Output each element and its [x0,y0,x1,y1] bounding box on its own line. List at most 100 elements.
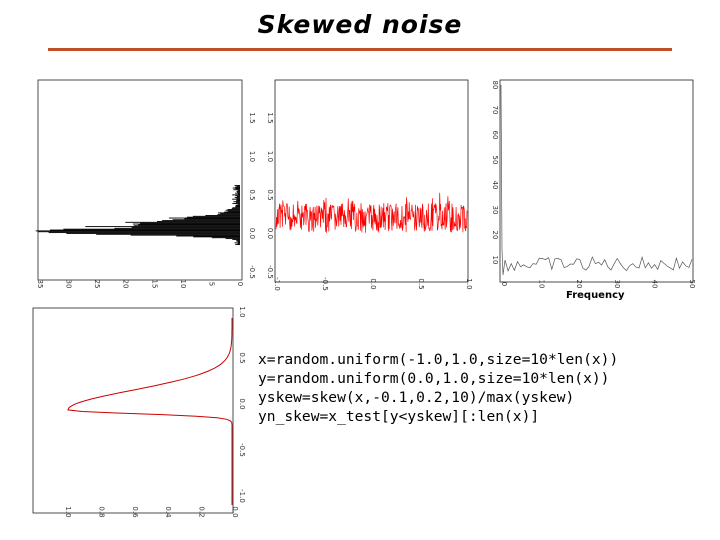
histogram-bar [162,220,240,222]
histogram-bar [218,212,240,214]
histogram-bar [237,193,240,195]
frequency-axis-label: Frequency [566,290,625,301]
histogram-bar [205,215,240,216]
histogram-bar [156,221,240,222]
histogram-bar [85,226,240,228]
axis-tick-label: 1.0 [465,278,473,289]
histogram-bar [63,228,241,230]
histogram-bar [193,236,240,238]
histogram-bar [130,234,240,236]
histogram-bar [237,241,240,243]
skew-curve-line [67,318,233,505]
code-line: yn_skew=x_test[y<yskew][:len(x)] [258,408,540,425]
skew-frame [32,307,234,514]
histogram-bar [235,192,240,194]
axis-tick-label: 30 [491,206,499,215]
histogram-bar [236,196,240,198]
histogram-bar [132,223,240,225]
histogram-bar [235,244,240,246]
axis-tick-label: 70 [491,106,499,115]
axis-tick-label: 20 [491,231,499,240]
histogram-bar [236,200,240,202]
axis-tick-label: 0.5 [248,189,256,200]
histogram-bar [237,191,240,193]
histogram-bar [220,213,240,215]
axis-tick-label: 1.0 [64,506,72,517]
histogram-bar [138,224,240,226]
histogram-bar [227,209,240,210]
histogram-bar [234,185,240,186]
histogram-bar [232,207,240,209]
code-line: x=random.uniform(-1.0,1.0,size=10*len(x)… [258,351,619,368]
axis-tick-label: 30 [65,280,73,289]
axis-tick-label: 0 [500,282,508,286]
title-underline [48,48,672,51]
histogram-bar [235,195,240,197]
histogram-bar [231,208,240,210]
histogram-bar [232,194,240,196]
axis-tick-label: 1.0 [248,151,256,162]
axis-tick-label: 30 [613,280,621,289]
axis-tick-label: 60 [491,131,499,140]
axis-tick-label: 50 [688,280,696,289]
axis-tick-label: 0.0 [266,228,274,239]
axis-tick-label: 1.5 [248,112,256,123]
axis-tick-label: -1.0 [238,489,246,503]
histogram-bar [232,198,240,200]
histogram-bar [232,187,240,189]
histogram-bar [235,202,240,204]
axis-tick-label: 1.5 [266,112,274,123]
axis-tick-label: 80 [491,81,499,90]
axis-tick-label: 40 [491,181,499,190]
histogram-bar [133,225,240,227]
axis-tick-label: 0.0 [238,398,246,409]
axis-tick-label: 0.5 [238,352,246,363]
histogram-bar [96,233,240,235]
histogram-bar [237,243,240,245]
noise-series-line [275,192,468,233]
axis-tick-label: 0.0 [231,506,239,517]
histogram-bar [211,237,240,239]
axis-tick-label: 0.4 [164,506,172,518]
histogram-bar [114,227,240,229]
axis-tick-label: 50 [491,156,499,165]
axis-tick-label: 0.5 [266,189,274,200]
noise-panel: -1.0 -0.5 0.0 0.5 1.01.51.00.50.0-0.5 [266,79,473,291]
histogram-bar [232,203,240,204]
axis-tick-label: 0.8 [97,506,105,517]
slide-title: Skewed noise [257,10,463,39]
axis-tick-label: 25 [93,280,101,289]
histogram-bar [37,231,240,233]
histogram-bar [236,239,240,241]
axis-tick-label: -1.0 [273,277,281,291]
histogram-bar [217,214,240,216]
histogram-bar [236,185,240,187]
histogram-bar [235,204,240,206]
histogram-bar [184,218,240,220]
histogram-bar [168,217,240,219]
spectrum-series-line [500,84,693,276]
axis-tick-label: 10 [179,280,187,289]
axis-tick-label: 1.0 [266,151,274,162]
spectrum-panel: 0 10 20 30 40 50 80 70 60 50 40 30 20 10 [491,79,696,289]
histogram-bar [225,238,240,240]
axis-tick-label: 40 [650,280,658,289]
noise-frame [274,79,469,283]
axis-tick-label: 0.0 [248,228,256,239]
code-line: yskew=skew(x,-0.1,0.2,10)/max(yskew) [258,389,575,406]
histogram-bar [236,240,240,242]
skew-panel: 1.0 0.8 0.6 0.4 0.2 0.0 1.0 0.5 0.0 -0.5 -1.0 [32,306,246,518]
axis-tick-label: 0 [236,282,244,286]
histogram-bar [186,216,240,218]
histogram-bar [233,201,240,203]
histogram-bar [140,222,240,224]
axis-tick-label: 35 [36,280,44,289]
axis-tick-label: 0.0 [369,278,377,289]
histogram-bar [233,189,240,191]
histogram-bar [224,211,240,213]
histogram-bar [49,229,241,231]
histogram-bar [125,221,240,223]
histogram-bar [235,205,240,207]
code-block: x=random.uniform(-1.0,1.0,size=10*len(x)… [258,350,618,426]
